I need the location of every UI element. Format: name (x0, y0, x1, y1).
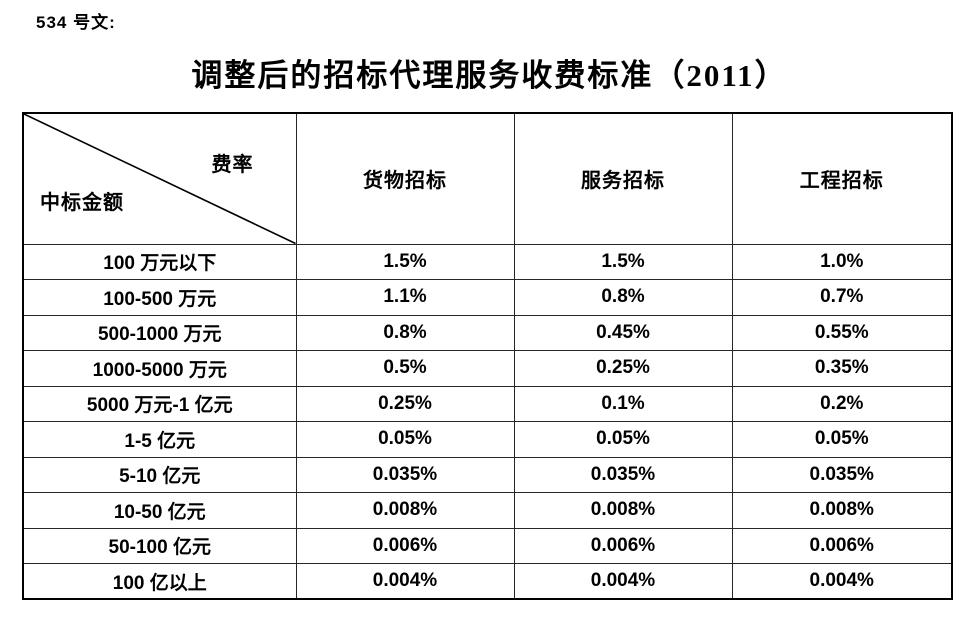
table-row: 100 万元以下 1.5% 1.5% 1.0% (22, 243, 953, 280)
corner-label-rate: 费率 (211, 154, 254, 176)
table-row: 100 亿以上 0.004% 0.004% 0.004% (22, 563, 953, 600)
row-label: 1000-5000 万元 (22, 350, 297, 387)
column-header-engineering: 工程招标 (731, 112, 953, 245)
diagonal-line (24, 114, 296, 244)
cell-value: 0.035% (513, 456, 733, 493)
cell-value: 1.5% (513, 243, 733, 280)
table-row: 5-10 亿元 0.035% 0.035% 0.035% (22, 456, 953, 493)
cell-value: 0.55% (731, 314, 953, 351)
cell-value: 0.006% (731, 527, 953, 564)
row-label: 5-10 亿元 (22, 456, 297, 493)
table-row: 50-100 亿元 0.006% 0.006% 0.006% (22, 527, 953, 564)
row-label: 5000 万元-1 亿元 (22, 385, 297, 422)
cell-value: 0.035% (295, 456, 515, 493)
table-row: 10-50 亿元 0.008% 0.008% 0.008% (22, 492, 953, 529)
cell-value: 0.05% (513, 421, 733, 458)
column-header-service: 服务招标 (513, 112, 733, 245)
table-row: 500-1000 万元 0.8% 0.45% 0.55% (22, 314, 953, 351)
cell-value: 0.1% (513, 385, 733, 422)
cell-value: 0.004% (731, 563, 953, 600)
table-row: 1000-5000 万元 0.5% 0.25% 0.35% (22, 350, 953, 387)
cell-value: 0.35% (731, 350, 953, 387)
row-label: 100 亿以上 (22, 563, 297, 600)
cell-value: 0.2% (731, 385, 953, 422)
table-row: 100-500 万元 1.1% 0.8% 0.7% (22, 279, 953, 316)
cell-value: 0.05% (295, 421, 515, 458)
cell-value: 0.5% (295, 350, 515, 387)
fee-rate-table: 费率 中标金额 货物招标 服务招标 工程招标 100 万元以下 1.5% 1.5… (22, 112, 953, 600)
cell-value: 0.25% (295, 385, 515, 422)
page-title: 调整后的招标代理服务收费标准（2011） (191, 58, 788, 93)
row-label: 100 万元以下 (22, 243, 297, 280)
cell-value: 0.008% (295, 492, 515, 529)
cell-value: 0.008% (731, 492, 953, 529)
column-header-goods: 货物招标 (295, 112, 515, 245)
cell-value: 0.008% (513, 492, 733, 529)
cell-value: 0.8% (513, 279, 733, 316)
table-header-row: 费率 中标金额 货物招标 服务招标 工程招标 (22, 112, 953, 245)
cell-value: 1.1% (295, 279, 515, 316)
cell-value: 0.035% (731, 456, 953, 493)
cell-value: 0.45% (513, 314, 733, 351)
table-row: 5000 万元-1 亿元 0.25% 0.1% 0.2% (22, 385, 953, 422)
table-row: 1-5 亿元 0.05% 0.05% 0.05% (22, 421, 953, 458)
cell-value: 1.5% (295, 243, 515, 280)
cell-value: 0.7% (731, 279, 953, 316)
row-label: 100-500 万元 (22, 279, 297, 316)
diagonal-header-cell: 费率 中标金额 (22, 112, 297, 245)
row-label: 10-50 亿元 (22, 492, 297, 529)
corner-label-amount: 中标金额 (40, 192, 124, 214)
cell-value: 0.006% (513, 527, 733, 564)
cell-value: 1.0% (731, 243, 953, 280)
cell-value: 0.004% (513, 563, 733, 600)
cell-value: 0.05% (731, 421, 953, 458)
cell-value: 0.8% (295, 314, 515, 351)
cell-value: 0.25% (513, 350, 733, 387)
row-label: 50-100 亿元 (22, 527, 297, 564)
doc-number-label: 534 号文: (36, 13, 116, 32)
cell-value: 0.004% (295, 563, 515, 600)
cell-value: 0.006% (295, 527, 515, 564)
row-label: 500-1000 万元 (22, 314, 297, 351)
row-label: 1-5 亿元 (22, 421, 297, 458)
